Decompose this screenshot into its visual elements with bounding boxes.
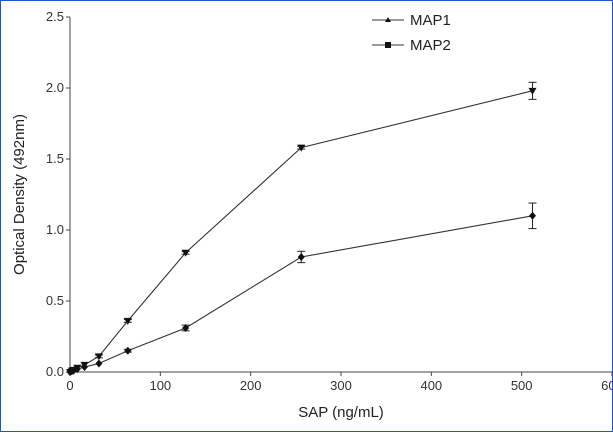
- data-point-map1: [95, 359, 103, 368]
- legend-label-map2: MAP2: [410, 37, 451, 54]
- x-tick-label: 0: [66, 378, 73, 393]
- data-point-map1: [182, 323, 190, 332]
- data-point-map2: [528, 87, 537, 95]
- axes: [69, 17, 612, 373]
- x-axis-title: SAP (ng/mL): [298, 404, 384, 421]
- series-map1: [66, 202, 537, 376]
- y-tick-label: 0.5: [46, 293, 64, 308]
- y-tick-label: 0.0: [46, 364, 64, 379]
- data-point-map2: [80, 361, 89, 369]
- x-ticks: 0 100 200 300 400 500 600: [66, 372, 613, 393]
- x-tick-label: 400: [420, 378, 442, 393]
- series-layer: [66, 81, 537, 376]
- data-point-map2: [297, 144, 306, 152]
- x-tick-label: 200: [240, 378, 262, 393]
- series-map2: [66, 81, 537, 376]
- data-point-map2: [73, 364, 82, 372]
- legend-item-map1: MAP1: [372, 12, 451, 29]
- series-line-map1: [69, 215, 533, 373]
- legend-label-map1: MAP1: [410, 12, 451, 29]
- legend-item-map2: MAP2: [372, 37, 451, 54]
- data-point-map1: [297, 252, 305, 261]
- legend: MAP1 MAP2: [372, 12, 451, 54]
- data-point-map1: [124, 346, 132, 355]
- y-tick-label: 1.5: [46, 151, 64, 166]
- data-point-map2: [123, 317, 132, 325]
- y-axis-title: Optical Density (492nm): [11, 114, 28, 275]
- x-tick-label: 500: [511, 378, 533, 393]
- y-ticks: 0.0 0.5 1.0 1.5 2.0 2.5: [46, 9, 70, 379]
- y-tick-label: 2.5: [46, 9, 64, 24]
- y-tick-label: 2.0: [46, 80, 64, 95]
- data-point-map2: [181, 249, 190, 257]
- series-line-map2: [69, 90, 533, 373]
- data-point-map2: [94, 353, 103, 361]
- legend-marker-map2: [385, 42, 391, 48]
- legend-marker-map1: [385, 17, 391, 22]
- x-tick-label: 100: [149, 378, 171, 393]
- y-tick-label: 1.0: [46, 222, 64, 237]
- data-point-map1: [529, 211, 537, 220]
- x-tick-label: 600: [601, 378, 613, 393]
- x-tick-label: 300: [330, 378, 352, 393]
